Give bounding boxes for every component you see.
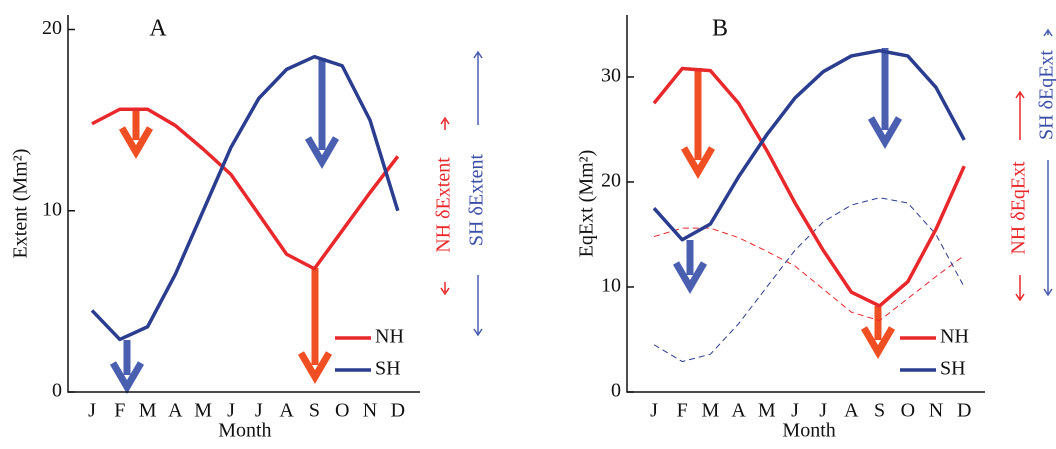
x-tick-label: J: [88, 400, 96, 422]
reference-line: [653, 197, 965, 363]
range-arrows: [440, 28, 1053, 337]
y-axis-label: Extent (Mm²): [10, 149, 32, 259]
x-tick-label: M: [702, 400, 720, 422]
x-tick-label: A: [731, 400, 746, 422]
series-line: [90, 54, 400, 342]
y-tick-label: 20: [42, 17, 62, 39]
x-tick-label: N: [929, 400, 943, 422]
y-tick-label: 30: [601, 65, 621, 87]
x-tick-label: J: [650, 400, 658, 422]
x-tick-label: S: [309, 400, 320, 422]
x-tick-label: O: [901, 400, 915, 422]
legend-label: NH: [375, 326, 404, 348]
x-tick-label: A: [168, 400, 183, 422]
x-tick-label: J: [255, 400, 263, 422]
x-tick-label: M: [194, 400, 212, 422]
x-tick-label: J: [791, 400, 799, 422]
x-tick-label: M: [758, 400, 776, 422]
legend-label: NH: [940, 326, 969, 348]
y-tick-label: 10: [42, 198, 62, 220]
panel-title: A: [149, 16, 167, 42]
x-axis-label: Month: [782, 420, 835, 442]
x-tick-label: A: [279, 400, 294, 422]
x-tick-label: J: [819, 400, 827, 422]
y-axis-label: EqExt (Mm²): [576, 150, 598, 258]
legend-label: SH: [940, 358, 966, 380]
panel-title: B: [712, 16, 728, 42]
x-tick-label: N: [363, 400, 377, 422]
arrows-a: [109, 58, 340, 394]
axes: [67, 15, 420, 393]
arrows-b: [672, 48, 903, 359]
series-line: [652, 66, 966, 308]
x-tick-label: O: [335, 400, 349, 422]
annotation: NH δEqExt: [1008, 161, 1030, 255]
x-tick-label: S: [874, 400, 885, 422]
legend-label: SH: [375, 358, 401, 380]
annotation: SH δEqExt: [1036, 50, 1056, 140]
x-axis-label: Month: [218, 420, 271, 442]
x-tick-label: F: [677, 400, 688, 422]
x-tick-label: D: [391, 400, 405, 422]
x-tick-label: J: [227, 400, 235, 422]
annotation: SH δExtent: [466, 153, 488, 246]
x-tick-label: M: [139, 400, 157, 422]
x-tick-label: F: [114, 400, 125, 422]
annotation: NH δExtent: [433, 157, 455, 253]
y-tick-label: 20: [601, 170, 621, 192]
y-tick-label: 0: [52, 380, 62, 402]
series-line: [91, 107, 400, 271]
x-tick-label: D: [957, 400, 971, 422]
y-tick-label: 10: [601, 275, 621, 297]
y-tick-label: 0: [611, 380, 621, 402]
series-line: [652, 48, 966, 242]
x-tick-label: A: [844, 400, 859, 422]
